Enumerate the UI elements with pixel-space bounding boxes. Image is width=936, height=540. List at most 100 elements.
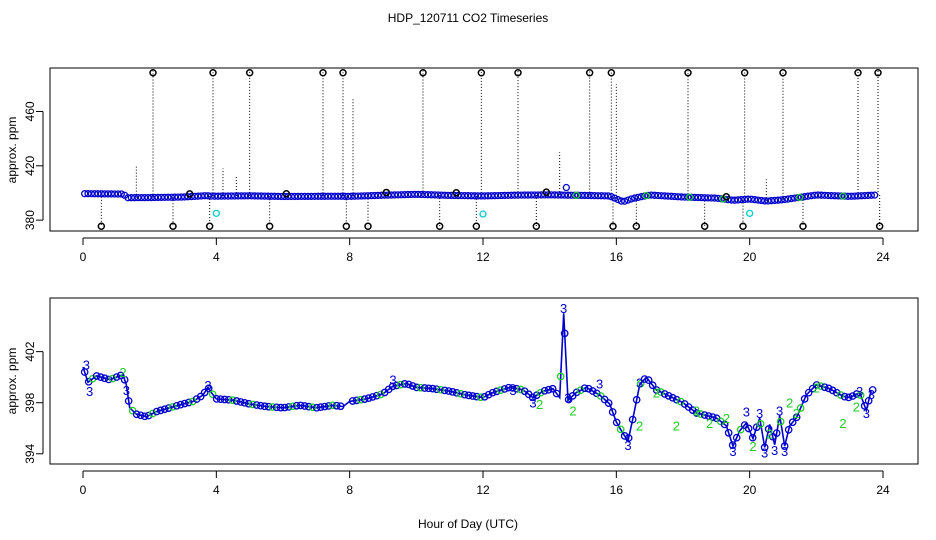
baseline-point: [317, 192, 325, 200]
baseline-point: [674, 193, 682, 201]
series-point: [188, 397, 197, 406]
series-point: [584, 384, 593, 393]
series-point: [328, 401, 337, 410]
x-tick-label: 20: [743, 250, 757, 264]
baseline-point: [531, 191, 539, 199]
baseline-point: [291, 192, 299, 201]
series-point: [500, 385, 509, 393]
y-tick-label: 394: [23, 443, 37, 463]
series-point: [528, 393, 537, 402]
outlier-high-point: [339, 69, 347, 77]
digit-marker-3: 3: [771, 443, 778, 458]
baseline-point: [521, 191, 529, 199]
baseline-point: [701, 194, 709, 202]
series-point: [304, 402, 313, 411]
baseline-point: [761, 197, 769, 205]
baseline-point: [651, 191, 659, 199]
baseline-point: [817, 191, 825, 199]
baseline-point: [744, 195, 752, 203]
baseline-point: [111, 190, 119, 198]
outlier-low-point: [875, 222, 884, 230]
baseline-point: [244, 192, 252, 200]
baseline-point: [257, 192, 265, 200]
digit-marker-3: 3: [509, 383, 516, 398]
baseline-point: [201, 192, 209, 200]
baseline-point: [804, 192, 812, 200]
baseline-point: [534, 191, 542, 199]
series-point: [836, 391, 845, 399]
baseline-point: [617, 197, 625, 205]
series-point: [616, 425, 625, 434]
baseline-point: [137, 193, 145, 202]
baseline-point: [764, 197, 772, 205]
baseline-point: [427, 191, 435, 199]
series-point: [316, 403, 325, 412]
baseline-point: [631, 194, 639, 202]
baseline-point: [497, 191, 505, 200]
baseline-point: [364, 192, 372, 200]
outlier-high-point: [245, 69, 254, 77]
series-point: [456, 389, 465, 398]
digit-marker-3: 3: [123, 383, 130, 398]
baseline-point: [241, 192, 249, 200]
series-point: [832, 388, 841, 397]
series-point: [548, 384, 557, 393]
baseline-point: [577, 191, 585, 200]
baseline-point: [501, 191, 509, 200]
digit-marker-2: 2: [813, 380, 820, 395]
ylabel-bottom: approx. ppm: [5, 348, 19, 415]
series-point: [404, 380, 413, 389]
digit-marker-3: 3: [596, 377, 603, 392]
series-point: [840, 392, 849, 401]
y-tick-label: 460: [23, 101, 37, 121]
baseline-point: [107, 190, 115, 198]
outlier-low-point: [342, 222, 351, 230]
baseline-point-alt: [572, 191, 580, 199]
series-point: [852, 390, 861, 398]
baseline-point: [344, 192, 352, 200]
baseline-point: [777, 196, 785, 204]
baseline-point: [737, 196, 745, 204]
series-point: [812, 381, 821, 389]
outlier-low-point: [739, 222, 747, 230]
series-point: [264, 402, 273, 411]
baseline-point: [507, 191, 515, 199]
digit-marker-3: 3: [560, 301, 567, 316]
series-point: [780, 442, 789, 450]
baseline-point: [434, 191, 442, 199]
baseline-point: [274, 192, 282, 201]
series-point: [700, 411, 709, 419]
baseline-point: [661, 192, 669, 200]
series-point: [284, 403, 293, 411]
baseline-point: [587, 191, 595, 200]
series-point: [400, 380, 409, 388]
series-point: [448, 388, 457, 396]
series-point: [692, 409, 701, 417]
baseline-point: [301, 192, 309, 201]
outlier-low-point: [265, 222, 274, 230]
baseline-point: [474, 192, 482, 200]
series-point: [792, 413, 801, 422]
baseline-point: [594, 192, 602, 200]
outlier-mid-point: [185, 190, 194, 198]
panel-top: 0 4 8 12 16 20 24 380 420 460 approx. ppm: [5, 67, 919, 264]
outlier-mid-point: [382, 188, 391, 197]
baseline-point: [597, 192, 605, 200]
series-point: [860, 402, 869, 410]
baseline-point: [84, 190, 92, 198]
series-point: [652, 386, 661, 394]
baseline-point: [134, 194, 142, 202]
series-point: [484, 390, 493, 399]
baseline-point: [127, 194, 135, 202]
top-marks: [81, 69, 884, 230]
baseline-point: [461, 192, 469, 200]
baseline-point-alt: [839, 192, 847, 200]
series-point: [460, 390, 469, 399]
baseline-point: [271, 192, 279, 200]
series-point: [248, 400, 257, 409]
outlier-low-point: [205, 222, 214, 230]
series-point: [220, 395, 229, 404]
baseline-point: [734, 196, 742, 204]
baseline-point: [491, 192, 499, 200]
baseline-point: [227, 192, 235, 200]
